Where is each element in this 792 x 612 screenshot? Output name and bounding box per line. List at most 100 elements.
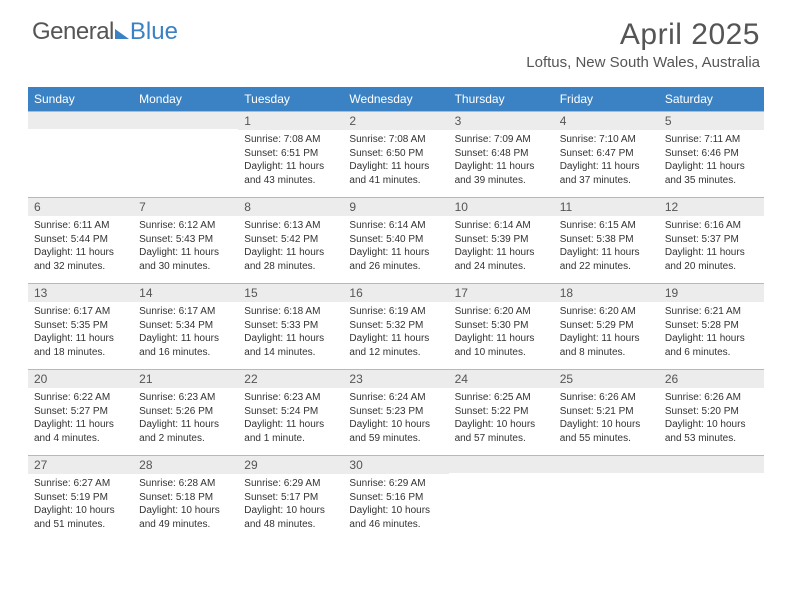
calendar-cell: 23Sunrise: 6:24 AMSunset: 5:23 PMDayligh… [343,369,448,455]
day-number: 12 [659,197,764,216]
brand-logo: General Blue [32,18,178,46]
day-number: 24 [449,369,554,388]
calendar-cell [28,111,133,197]
day-number: 15 [238,283,343,302]
day-details: Sunrise: 6:13 AMSunset: 5:42 PMDaylight:… [238,216,343,279]
day-details: Sunrise: 6:25 AMSunset: 5:22 PMDaylight:… [449,388,554,451]
day-details: Sunrise: 6:23 AMSunset: 5:26 PMDaylight:… [133,388,238,451]
day-number: 6 [28,197,133,216]
calendar-week-row: 6Sunrise: 6:11 AMSunset: 5:44 PMDaylight… [28,197,764,283]
day-number: 2 [343,111,448,130]
calendar-week-row: 20Sunrise: 6:22 AMSunset: 5:27 PMDayligh… [28,369,764,455]
calendar-cell [554,455,659,541]
calendar-cell: 26Sunrise: 6:26 AMSunset: 5:20 PMDayligh… [659,369,764,455]
day-number: 23 [343,369,448,388]
day-details: Sunrise: 7:08 AMSunset: 6:50 PMDaylight:… [343,130,448,193]
calendar-cell [449,455,554,541]
brand-text-blue: Blue [130,18,178,46]
day-number: 1 [238,111,343,130]
calendar-week-row: 1Sunrise: 7:08 AMSunset: 6:51 PMDaylight… [28,111,764,197]
calendar-cell: 16Sunrise: 6:19 AMSunset: 5:32 PMDayligh… [343,283,448,369]
calendar-cell: 28Sunrise: 6:28 AMSunset: 5:18 PMDayligh… [133,455,238,541]
empty-day-bar [133,111,238,129]
calendar-cell: 13Sunrise: 6:17 AMSunset: 5:35 PMDayligh… [28,283,133,369]
calendar-cell: 1Sunrise: 7:08 AMSunset: 6:51 PMDaylight… [238,111,343,197]
calendar-cell: 9Sunrise: 6:14 AMSunset: 5:40 PMDaylight… [343,197,448,283]
calendar-cell: 19Sunrise: 6:21 AMSunset: 5:28 PMDayligh… [659,283,764,369]
calendar-cell: 24Sunrise: 6:25 AMSunset: 5:22 PMDayligh… [449,369,554,455]
day-details: Sunrise: 6:22 AMSunset: 5:27 PMDaylight:… [28,388,133,451]
day-details: Sunrise: 7:10 AMSunset: 6:47 PMDaylight:… [554,130,659,193]
day-details: Sunrise: 6:21 AMSunset: 5:28 PMDaylight:… [659,302,764,365]
calendar-cell: 10Sunrise: 6:14 AMSunset: 5:39 PMDayligh… [449,197,554,283]
calendar-cell: 12Sunrise: 6:16 AMSunset: 5:37 PMDayligh… [659,197,764,283]
day-details: Sunrise: 7:08 AMSunset: 6:51 PMDaylight:… [238,130,343,193]
day-details: Sunrise: 6:26 AMSunset: 5:21 PMDaylight:… [554,388,659,451]
calendar-cell: 25Sunrise: 6:26 AMSunset: 5:21 PMDayligh… [554,369,659,455]
day-number: 7 [133,197,238,216]
title-block: April 2025 Loftus, New South Wales, Aust… [526,18,760,71]
day-number: 20 [28,369,133,388]
day-number: 4 [554,111,659,130]
day-details: Sunrise: 6:29 AMSunset: 5:16 PMDaylight:… [343,474,448,537]
calendar-cell [133,111,238,197]
calendar-cell: 27Sunrise: 6:27 AMSunset: 5:19 PMDayligh… [28,455,133,541]
day-header-row: Sunday Monday Tuesday Wednesday Thursday… [28,87,764,111]
empty-day-bar [659,455,764,473]
calendar-cell: 6Sunrise: 6:11 AMSunset: 5:44 PMDaylight… [28,197,133,283]
page-header: General Blue April 2025 Loftus, New Sout… [0,0,792,79]
day-number: 5 [659,111,764,130]
month-title: April 2025 [526,18,760,52]
day-details: Sunrise: 6:28 AMSunset: 5:18 PMDaylight:… [133,474,238,537]
empty-day-bar [554,455,659,473]
day-details: Sunrise: 6:20 AMSunset: 5:30 PMDaylight:… [449,302,554,365]
day-details: Sunrise: 7:09 AMSunset: 6:48 PMDaylight:… [449,130,554,193]
calendar-table: Sunday Monday Tuesday Wednesday Thursday… [28,87,764,541]
day-number: 14 [133,283,238,302]
day-number: 27 [28,455,133,474]
calendar-cell: 2Sunrise: 7:08 AMSunset: 6:50 PMDaylight… [343,111,448,197]
day-number: 10 [449,197,554,216]
day-number: 17 [449,283,554,302]
empty-day-bar [449,455,554,473]
day-number: 28 [133,455,238,474]
calendar-cell: 8Sunrise: 6:13 AMSunset: 5:42 PMDaylight… [238,197,343,283]
day-details: Sunrise: 6:17 AMSunset: 5:35 PMDaylight:… [28,302,133,365]
day-number: 18 [554,283,659,302]
calendar-cell: 3Sunrise: 7:09 AMSunset: 6:48 PMDaylight… [449,111,554,197]
day-header-thursday: Thursday [449,87,554,111]
day-details: Sunrise: 6:17 AMSunset: 5:34 PMDaylight:… [133,302,238,365]
day-number: 30 [343,455,448,474]
empty-day-bar [28,111,133,129]
day-number: 13 [28,283,133,302]
day-header-sunday: Sunday [28,87,133,111]
day-number: 3 [449,111,554,130]
location-text: Loftus, New South Wales, Australia [526,54,760,71]
calendar-cell: 22Sunrise: 6:23 AMSunset: 5:24 PMDayligh… [238,369,343,455]
day-details: Sunrise: 6:14 AMSunset: 5:40 PMDaylight:… [343,216,448,279]
day-header-monday: Monday [133,87,238,111]
day-details: Sunrise: 6:18 AMSunset: 5:33 PMDaylight:… [238,302,343,365]
calendar-week-row: 13Sunrise: 6:17 AMSunset: 5:35 PMDayligh… [28,283,764,369]
calendar-cell: 11Sunrise: 6:15 AMSunset: 5:38 PMDayligh… [554,197,659,283]
day-number: 22 [238,369,343,388]
day-number: 25 [554,369,659,388]
day-number: 16 [343,283,448,302]
day-details: Sunrise: 6:29 AMSunset: 5:17 PMDaylight:… [238,474,343,537]
calendar-cell: 15Sunrise: 6:18 AMSunset: 5:33 PMDayligh… [238,283,343,369]
day-details: Sunrise: 6:19 AMSunset: 5:32 PMDaylight:… [343,302,448,365]
day-details: Sunrise: 6:23 AMSunset: 5:24 PMDaylight:… [238,388,343,451]
brand-triangle-icon [115,29,129,39]
day-details: Sunrise: 6:20 AMSunset: 5:29 PMDaylight:… [554,302,659,365]
brand-text-general: General [32,18,114,46]
day-header-wednesday: Wednesday [343,87,448,111]
calendar-week-row: 27Sunrise: 6:27 AMSunset: 5:19 PMDayligh… [28,455,764,541]
day-header-tuesday: Tuesday [238,87,343,111]
day-number: 9 [343,197,448,216]
calendar-cell: 29Sunrise: 6:29 AMSunset: 5:17 PMDayligh… [238,455,343,541]
day-details: Sunrise: 6:26 AMSunset: 5:20 PMDaylight:… [659,388,764,451]
calendar-cell: 4Sunrise: 7:10 AMSunset: 6:47 PMDaylight… [554,111,659,197]
day-header-saturday: Saturday [659,87,764,111]
calendar-cell: 7Sunrise: 6:12 AMSunset: 5:43 PMDaylight… [133,197,238,283]
calendar-cell [659,455,764,541]
